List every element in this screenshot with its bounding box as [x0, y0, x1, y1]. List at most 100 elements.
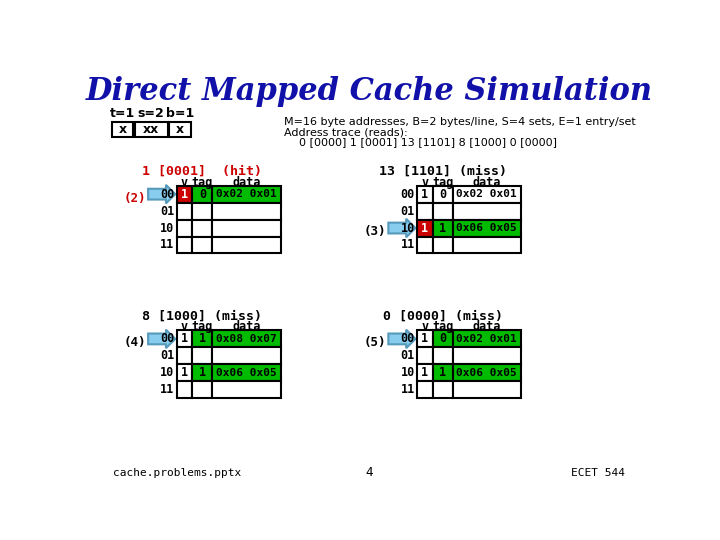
Text: 10: 10	[161, 221, 174, 234]
Text: 00: 00	[400, 333, 415, 346]
Polygon shape	[388, 219, 415, 237]
Bar	[453, 202, 521, 220]
Bar	[135, 122, 168, 137]
Text: data: data	[233, 176, 261, 188]
Bar	[417, 381, 433, 398]
Bar	[453, 347, 521, 365]
Text: 0: 0	[199, 188, 206, 201]
Bar	[417, 364, 433, 381]
Text: Direct Mapped Cache Simulation: Direct Mapped Cache Simulation	[86, 76, 652, 107]
Text: b=1: b=1	[166, 107, 194, 120]
Text: 10: 10	[400, 366, 415, 379]
Polygon shape	[148, 185, 175, 204]
Text: 1: 1	[181, 366, 188, 379]
Text: t=1: t=1	[110, 107, 135, 120]
Text: data: data	[472, 320, 501, 333]
Text: 1: 1	[421, 333, 428, 346]
Bar	[212, 347, 281, 365]
Text: cache.problems.pptx: cache.problems.pptx	[113, 468, 241, 478]
Text: x: x	[119, 123, 127, 136]
Bar	[112, 122, 133, 137]
Bar	[192, 381, 212, 398]
Bar	[453, 330, 521, 347]
Bar	[177, 364, 192, 381]
Bar	[177, 237, 192, 253]
Text: 01: 01	[400, 349, 415, 362]
Text: 00: 00	[400, 188, 415, 201]
Text: s=2: s=2	[138, 107, 165, 120]
Text: 1: 1	[421, 221, 428, 234]
Bar	[212, 220, 281, 237]
Bar	[177, 186, 192, 202]
Bar	[212, 330, 281, 347]
Bar	[433, 237, 453, 253]
Text: 10: 10	[161, 366, 174, 379]
Text: v: v	[181, 176, 188, 188]
Bar	[169, 122, 191, 137]
Text: 11: 11	[161, 239, 174, 252]
Bar	[192, 220, 212, 237]
Text: x: x	[176, 123, 184, 136]
Bar	[177, 381, 192, 398]
Text: (4): (4)	[123, 336, 145, 349]
Text: 0x06 0x05: 0x06 0x05	[456, 368, 517, 378]
Text: 0x02 0x01: 0x02 0x01	[216, 189, 277, 199]
Text: 01: 01	[161, 205, 174, 218]
Text: 8 [1000] (miss): 8 [1000] (miss)	[143, 309, 262, 323]
Bar	[453, 186, 521, 202]
Bar	[453, 237, 521, 253]
Text: data: data	[233, 320, 261, 333]
Text: 11: 11	[400, 383, 415, 396]
Bar	[192, 186, 212, 202]
Text: 1 [0001]  (hit): 1 [0001] (hit)	[143, 165, 262, 178]
Text: 0x02 0x01: 0x02 0x01	[456, 189, 517, 199]
Text: 0x06 0x05: 0x06 0x05	[456, 223, 517, 233]
Text: tag: tag	[192, 176, 213, 188]
Text: 10: 10	[400, 221, 415, 234]
Bar	[417, 202, 433, 220]
Bar	[433, 202, 453, 220]
Bar	[433, 381, 453, 398]
Bar	[433, 347, 453, 365]
Text: data: data	[472, 176, 501, 188]
Bar	[212, 381, 281, 398]
Bar	[433, 186, 453, 202]
Text: 0x08 0x07: 0x08 0x07	[216, 334, 277, 344]
Text: 0x02 0x01: 0x02 0x01	[456, 334, 517, 344]
Bar	[417, 220, 433, 237]
Text: 01: 01	[161, 349, 174, 362]
Bar	[192, 364, 212, 381]
Bar	[417, 237, 433, 253]
Bar	[177, 220, 192, 237]
Text: 1: 1	[439, 366, 446, 379]
Text: tag: tag	[192, 320, 213, 333]
Text: 1: 1	[199, 333, 206, 346]
Bar	[212, 186, 281, 202]
Bar	[433, 364, 453, 381]
Bar	[212, 237, 281, 253]
Text: 00: 00	[161, 188, 174, 201]
Text: (3): (3)	[364, 225, 386, 238]
Text: 1: 1	[439, 221, 446, 234]
Bar	[212, 364, 281, 381]
Text: 1: 1	[181, 188, 188, 201]
Text: 11: 11	[161, 383, 174, 396]
Bar	[192, 202, 212, 220]
Text: 4: 4	[365, 467, 373, 480]
Bar	[433, 220, 453, 237]
Bar	[212, 202, 281, 220]
Text: ECET 544: ECET 544	[571, 468, 625, 478]
Text: xx: xx	[143, 123, 159, 136]
Text: 00: 00	[161, 333, 174, 346]
Bar	[177, 330, 192, 347]
Text: tag: tag	[432, 176, 454, 188]
Bar	[417, 186, 433, 202]
Text: 01: 01	[400, 205, 415, 218]
Bar	[177, 202, 192, 220]
Text: 1: 1	[421, 366, 428, 379]
Bar	[433, 330, 453, 347]
Bar	[192, 237, 212, 253]
Text: M=16 byte addresses, B=2 bytes/line, S=4 sets, E=1 entry/set: M=16 byte addresses, B=2 bytes/line, S=4…	[284, 117, 636, 127]
Text: (5): (5)	[364, 336, 386, 349]
Text: v: v	[421, 176, 428, 188]
